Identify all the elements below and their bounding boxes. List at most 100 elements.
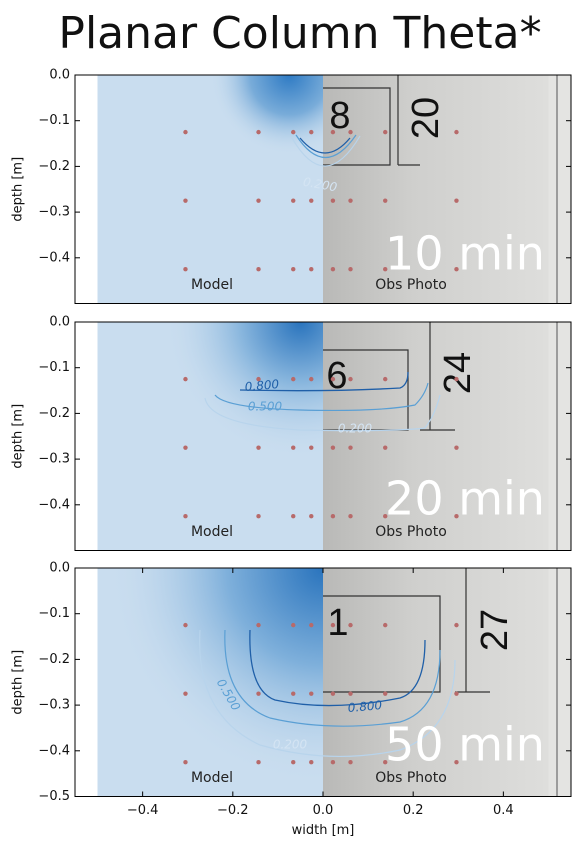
sensor-point (256, 376, 261, 382)
sensor-point (291, 514, 296, 519)
y-tick-label: −0.1 (38, 606, 70, 621)
y-tick-label: 0.0 (49, 315, 70, 330)
sensor-point (348, 622, 353, 628)
sensor-point (330, 514, 336, 519)
sensor-point (454, 376, 459, 382)
sensor-point (454, 445, 459, 450)
sensor-point (348, 445, 353, 450)
x-tick-label: 0.0 (313, 803, 334, 818)
y-tick-label: −0.3 (38, 205, 70, 220)
sensor-point (348, 198, 353, 203)
sensor-point (183, 622, 188, 628)
sensor-point (291, 445, 296, 450)
annotation: Model (191, 770, 233, 786)
contour-label: 0.200 (273, 738, 308, 752)
sensor-point (291, 622, 296, 628)
sensor-point (183, 514, 188, 519)
sensor-point (454, 514, 459, 519)
y-axis-label: depth [m] (11, 157, 26, 222)
sensor-point (309, 129, 314, 135)
contour-label: 0.800 (244, 377, 280, 394)
annotation: Model (191, 277, 233, 293)
sensor-point (309, 691, 314, 696)
sensor-point (183, 376, 188, 382)
y-tick-label: 0.0 (49, 68, 70, 83)
sensor-point (330, 267, 336, 272)
y-axis-label: depth [m] (11, 404, 26, 469)
sensor-point (256, 445, 261, 450)
photo-label: 1 (327, 602, 348, 644)
y-tick-label: −0.4 (38, 250, 70, 265)
sensor-point (291, 129, 296, 135)
x-tick-label: −0.2 (217, 803, 249, 818)
sensor-point (383, 691, 388, 696)
y-tick-label: −0.2 (38, 652, 70, 667)
y-axis-label: depth [m] (11, 650, 26, 715)
contour-label: 0.500 (248, 400, 283, 414)
annotation: Obs Photo (375, 277, 447, 293)
sensor-point (291, 760, 296, 765)
annotation: Model (191, 524, 233, 540)
annotation: Obs Photo (375, 524, 447, 540)
sensor-point (309, 376, 314, 382)
time-label: 50 min (385, 718, 545, 772)
sensor-point (348, 129, 353, 135)
sensor-point (291, 198, 296, 203)
y-tick-label: −0.1 (38, 113, 70, 128)
sensor-point (454, 198, 459, 203)
contour-label: 0.200 (338, 422, 373, 436)
sensor-point (383, 514, 388, 519)
photo-label: 27 (474, 609, 516, 651)
y-tick-label: −0.4 (38, 743, 70, 758)
sensor-point (309, 622, 314, 628)
y-tick-label: −0.2 (38, 159, 70, 174)
time-label: 20 min (385, 472, 545, 526)
y-tick-label: −0.4 (38, 497, 70, 512)
y-tick-label: −0.1 (38, 360, 70, 375)
plot-frame (74, 74, 572, 304)
sensor-point (330, 760, 336, 765)
x-tick-label: −0.4 (127, 803, 159, 818)
sensor-point (383, 622, 388, 628)
panel-background (97, 75, 571, 303)
panel-background (97, 322, 571, 550)
sensor-point (309, 445, 314, 450)
sensor-point (256, 760, 261, 765)
sensor-point (256, 198, 261, 203)
sensor-point (309, 267, 314, 272)
sensor-point (256, 267, 261, 272)
x-axis-label: width [m] (292, 823, 355, 838)
sensor-point (183, 691, 188, 696)
sensor-point (348, 267, 353, 272)
sensor-point (383, 376, 388, 382)
sensor-point (183, 267, 188, 272)
y-tick-label: −0.2 (38, 406, 70, 421)
annotation: Obs Photo (375, 770, 447, 786)
sensor-point (383, 445, 388, 450)
y-tick-label: −0.3 (38, 452, 70, 467)
sensor-point (348, 691, 353, 696)
sensor-point (183, 445, 188, 450)
sensor-point (454, 622, 459, 628)
sensor-point (309, 760, 314, 765)
contour-label: 0.800 (347, 698, 383, 715)
sensor-point (454, 691, 459, 696)
sensor-point (330, 445, 336, 450)
contour-label: 0.200 (302, 175, 339, 195)
sensor-point (330, 622, 336, 628)
sensor-point (309, 514, 314, 519)
sensor-point (348, 376, 353, 382)
photo-label: 24 (437, 352, 479, 394)
sensor-point (330, 129, 336, 135)
sensor-point (330, 691, 336, 696)
time-label: 10 min (385, 227, 545, 281)
sensor-point (291, 267, 296, 272)
y-tick-label: 0.0 (49, 561, 70, 576)
sensor-point (383, 129, 388, 135)
x-tick-label: 0.2 (403, 803, 424, 818)
sensor-point (256, 622, 261, 628)
x-tick-label: 0.4 (493, 803, 514, 818)
y-tick-label: −0.3 (38, 698, 70, 713)
sensor-point (383, 198, 388, 203)
